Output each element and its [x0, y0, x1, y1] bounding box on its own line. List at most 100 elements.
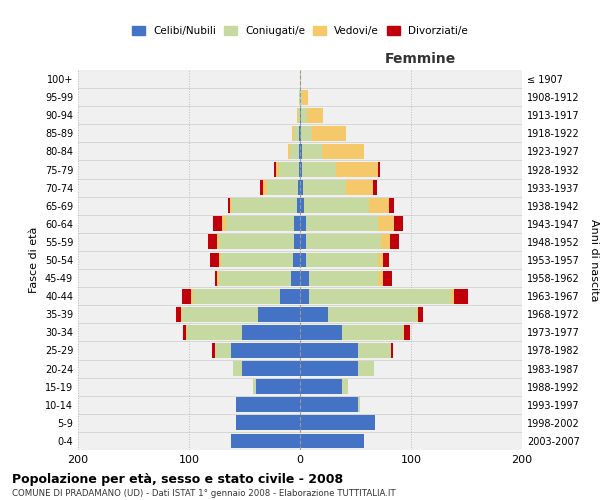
Bar	[309, 289, 451, 304]
Bar	[274, 162, 275, 177]
Bar	[295, 216, 300, 231]
Bar	[299, 126, 300, 141]
Bar	[295, 234, 300, 250]
Bar	[295, 126, 299, 141]
Bar	[217, 234, 219, 250]
Bar	[394, 216, 403, 231]
Bar	[280, 289, 300, 304]
Bar	[454, 289, 467, 304]
Bar	[266, 180, 298, 195]
Bar	[300, 361, 358, 376]
Bar	[184, 325, 185, 340]
Bar	[300, 379, 342, 394]
Bar	[293, 252, 300, 268]
Bar	[219, 252, 221, 268]
Legend: Celibi/Nubili, Coniugati/e, Vedovi/e, Divorziati/e: Celibi/Nubili, Coniugati/e, Vedovi/e, Di…	[128, 22, 472, 40]
Bar	[300, 162, 302, 177]
Bar	[230, 198, 232, 213]
Bar	[300, 289, 309, 304]
Bar	[231, 434, 300, 448]
Bar	[256, 379, 300, 394]
Y-axis label: Anni di nascita: Anni di nascita	[589, 219, 599, 301]
Bar	[215, 343, 231, 358]
Bar	[288, 144, 290, 159]
Bar	[381, 234, 390, 250]
Bar	[300, 198, 304, 213]
Bar	[378, 216, 394, 231]
Bar	[226, 216, 295, 231]
Bar	[219, 234, 295, 250]
Bar	[389, 198, 394, 213]
Bar	[193, 289, 280, 304]
Bar	[236, 398, 300, 412]
Bar	[298, 180, 300, 195]
Bar	[176, 307, 181, 322]
Bar	[304, 198, 369, 213]
Bar	[312, 126, 346, 141]
Bar	[307, 108, 323, 122]
Bar	[300, 343, 358, 358]
Bar	[260, 180, 263, 195]
Bar	[217, 270, 219, 285]
Bar	[300, 216, 305, 231]
Bar	[302, 144, 322, 159]
Bar	[378, 270, 383, 285]
Bar	[228, 198, 230, 213]
Y-axis label: Fasce di età: Fasce di età	[29, 227, 39, 293]
Bar	[187, 325, 242, 340]
Bar	[233, 361, 242, 376]
Bar	[378, 162, 380, 177]
Bar	[342, 379, 348, 394]
Bar	[391, 343, 393, 358]
Bar	[403, 325, 404, 340]
Bar	[418, 307, 423, 322]
Bar	[309, 270, 378, 285]
Bar	[300, 234, 305, 250]
Bar	[182, 289, 191, 304]
Bar	[236, 416, 300, 430]
Bar	[390, 234, 399, 250]
Bar	[263, 180, 266, 195]
Bar	[300, 108, 301, 122]
Bar	[416, 307, 418, 322]
Bar	[404, 325, 410, 340]
Bar	[300, 416, 376, 430]
Text: Popolazione per età, sesso e stato civile - 2008: Popolazione per età, sesso e stato civil…	[12, 472, 343, 486]
Bar	[253, 379, 256, 394]
Bar	[301, 126, 312, 141]
Bar	[346, 180, 373, 195]
Bar	[328, 307, 416, 322]
Bar	[275, 162, 279, 177]
Text: Femmine: Femmine	[384, 52, 455, 66]
Bar	[296, 198, 300, 213]
Bar	[208, 234, 217, 250]
Bar	[299, 144, 300, 159]
Bar	[291, 270, 300, 285]
Bar	[231, 343, 300, 358]
Bar	[300, 307, 328, 322]
Bar	[302, 90, 308, 104]
Bar	[212, 343, 215, 358]
Bar	[300, 180, 304, 195]
Bar	[300, 72, 301, 86]
Bar	[305, 234, 381, 250]
Text: COMUNE DI PRADAMANO (UD) - Dati ISTAT 1° gennaio 2008 - Elaborazione TUTTITALIA.: COMUNE DI PRADAMANO (UD) - Dati ISTAT 1°…	[12, 489, 395, 498]
Bar	[299, 162, 300, 177]
Bar	[191, 289, 193, 304]
Bar	[383, 270, 392, 285]
Bar	[181, 307, 182, 322]
Bar	[232, 198, 296, 213]
Bar	[300, 398, 358, 412]
Bar	[369, 198, 389, 213]
Bar	[296, 108, 298, 122]
Bar	[301, 108, 307, 122]
Bar	[302, 162, 335, 177]
Bar	[305, 216, 378, 231]
Bar	[300, 325, 342, 340]
Bar	[451, 289, 454, 304]
Bar	[219, 270, 291, 285]
Bar	[300, 270, 309, 285]
Bar	[358, 398, 360, 412]
Bar	[292, 126, 295, 141]
Bar	[342, 325, 403, 340]
